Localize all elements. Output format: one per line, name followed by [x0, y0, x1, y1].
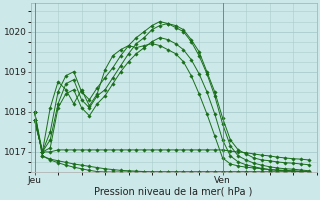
X-axis label: Pression niveau de la mer( hPa ): Pression niveau de la mer( hPa )	[94, 187, 253, 197]
